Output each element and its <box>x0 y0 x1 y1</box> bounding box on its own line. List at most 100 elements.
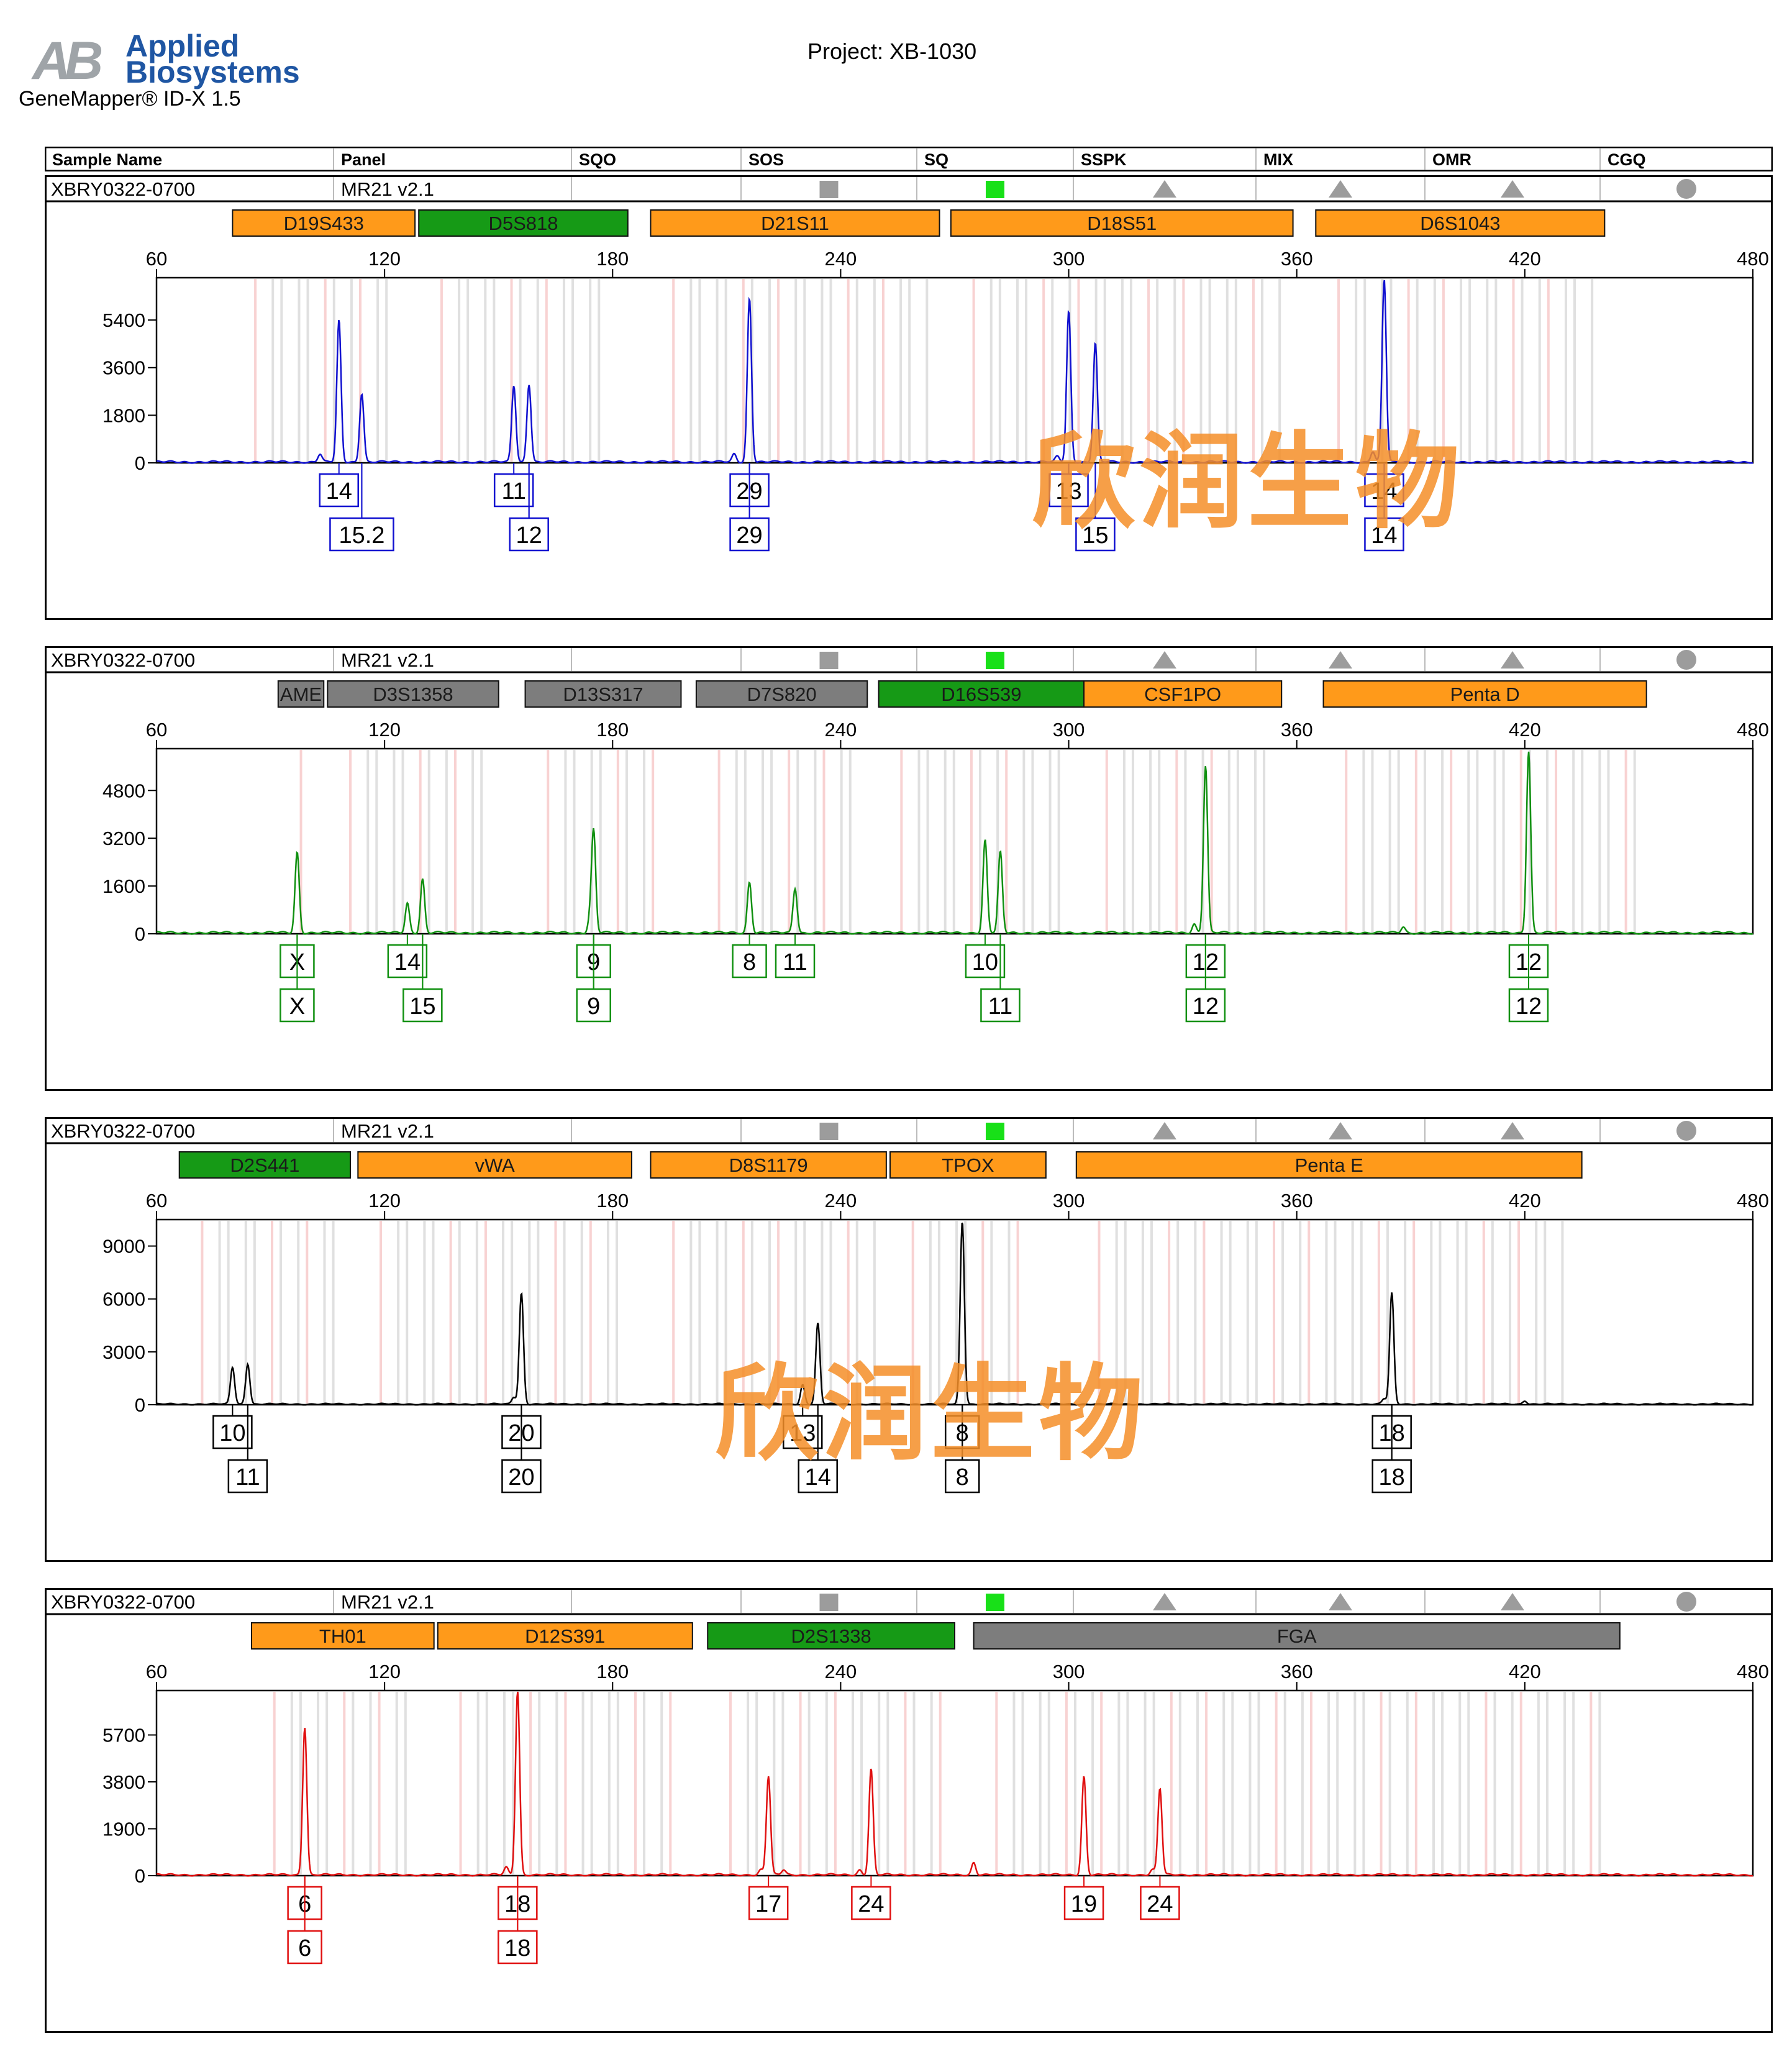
panel-name: MR21 v2.1 <box>341 178 434 200</box>
y-tick-label: 0 <box>135 1394 145 1416</box>
allele-box <box>775 944 816 979</box>
column-header-cgq: CGQ <box>1608 150 1646 169</box>
x-tick-label: 420 <box>1509 248 1541 270</box>
allele-call: 24 <box>1147 1891 1173 1917</box>
allele-box <box>1371 1459 1412 1494</box>
allele-box <box>729 517 770 552</box>
allele-call: 29 <box>736 523 762 549</box>
column-header-bar: Sample Name Panel SQO SOS SQ SSPK MIX OMR CGQ <box>45 147 1773 171</box>
x-tick-label: 120 <box>368 1190 401 1212</box>
x-tick-label: 180 <box>596 1190 629 1212</box>
quality-flag-omr <box>1501 651 1524 669</box>
bin-lines <box>273 1692 1601 1874</box>
marker-bin: D8S1179 <box>650 1151 887 1179</box>
allele-label: 6 <box>287 1876 322 1965</box>
allele-call: 8 <box>956 1464 969 1490</box>
allele-label: 14 <box>387 934 428 979</box>
panel-frame <box>45 1588 1773 2033</box>
sample-name: XBRY0322-0700 <box>51 1591 195 1613</box>
allele-label: 14 <box>798 1405 838 1494</box>
allele-call: 14 <box>1371 523 1397 549</box>
allele-call: 15 <box>1082 523 1108 549</box>
allele-box <box>1508 988 1549 1023</box>
column-header-mix: MIX <box>1263 150 1293 169</box>
column-header-sqo: SQO <box>579 150 616 169</box>
panel-name: MR21 v2.1 <box>341 1120 434 1142</box>
x-tick-label: 240 <box>825 719 857 741</box>
marker-bin-box <box>707 1622 956 1650</box>
x-tick-label: 360 <box>1281 719 1313 741</box>
x-tick-label: 240 <box>825 1190 857 1212</box>
allele-call: 18 <box>1379 1464 1405 1490</box>
chart-svg: XBRY0322-0700 MR21 v2.1 TH01 D12S391 D2S1338… <box>45 1588 1773 2033</box>
quality-flag-omr <box>1501 180 1524 198</box>
chart-svg: XBRY0322-0700 MR21 v2.1 D2S441 vWA D8S1179 TP… <box>45 1117 1773 1562</box>
electropherogram-panel-red: XBRY0322-0700 MR21 v2.1 TH01 D12S391 D2S1338… <box>45 1588 1773 2033</box>
column-header-sspk: SSPK <box>1081 150 1127 169</box>
plot-frame <box>155 276 1754 464</box>
trace-blue <box>157 280 1753 464</box>
marker-bin-box <box>178 1151 352 1179</box>
allele-label: 8 <box>732 934 767 979</box>
project-label: Project: XB-1030 <box>807 39 977 64</box>
allele-box <box>851 1886 891 1920</box>
allele-box <box>1364 517 1404 552</box>
y-tick-label: 3000 <box>102 1341 145 1363</box>
allele-box <box>944 1459 980 1494</box>
marker-bin-box <box>1315 209 1606 237</box>
chart-svg: XBRY0322-0700 MR21 v2.1 AME D3S1358 D13S317 D… <box>45 646 1773 1091</box>
y-tick-label: 5700 <box>102 1725 145 1746</box>
marker-bin-box <box>327 680 499 708</box>
allele-label: 10 <box>212 1405 253 1449</box>
allele-label: 14 <box>1364 463 1404 552</box>
app-name: GeneMapper® ID-X 1.5 <box>19 87 241 111</box>
marker-name: vWA <box>475 1154 515 1176</box>
marker-name: AME <box>280 683 322 705</box>
logo-word-biosystems: Biosystems <box>125 55 300 89</box>
allele-box <box>387 944 428 979</box>
allele-box <box>287 1930 322 1965</box>
y-tick-label: 0 <box>135 923 145 945</box>
marker-bin-box <box>277 680 325 708</box>
marker-bin-box <box>650 209 940 237</box>
allele-call: 13 <box>1055 478 1081 504</box>
column-header-frame <box>45 147 1773 171</box>
allele-label: 15 <box>1075 463 1116 552</box>
x-tick-label: 300 <box>1053 719 1085 741</box>
marker-bin: vWA <box>357 1151 632 1179</box>
allele-label: 29 <box>729 463 770 552</box>
allele-label: 10 <box>965 934 1006 979</box>
marker-bin: TH01 <box>250 1622 435 1650</box>
marker-bin-box <box>250 1622 435 1650</box>
column-header-panel: Panel <box>341 150 386 169</box>
allele-label: 12 <box>509 463 549 552</box>
allele-box <box>1075 517 1116 552</box>
allele-call: 13 <box>789 1420 816 1446</box>
quality-flag-omr <box>1501 1593 1524 1610</box>
y-tick-label: 4800 <box>102 780 145 801</box>
quality-flag-sos <box>819 1594 839 1611</box>
allele-label: 13 <box>1048 463 1089 508</box>
x-tick-label: 360 <box>1281 1190 1313 1212</box>
marker-name: D18S51 <box>1087 212 1157 234</box>
allele-box <box>509 517 549 552</box>
marker-name: D5S818 <box>488 212 558 234</box>
x-tick-label: 300 <box>1053 1190 1085 1212</box>
marker-name: D8S1179 <box>729 1154 808 1176</box>
marker-bin-box <box>695 680 868 708</box>
allele-call: 19 <box>1071 1891 1097 1917</box>
allele-call: X <box>289 993 305 1020</box>
allele-label: 15.2 <box>329 463 394 552</box>
allele-label: 13 <box>782 1405 823 1449</box>
marker-name: TPOX <box>942 1154 994 1176</box>
allele-call: 20 <box>508 1464 534 1490</box>
x-tick-label: 480 <box>1737 719 1769 741</box>
column-header-sq: SQ <box>924 150 948 169</box>
marker-bin: D3S1358 <box>327 680 499 708</box>
allele-label: 12 <box>1508 934 1549 1023</box>
allele-call: 12 <box>1193 993 1219 1020</box>
marker-name: D2S1338 <box>791 1625 871 1647</box>
marker-bin: D6S1043 <box>1315 209 1606 237</box>
allele-label: 19 <box>1063 1876 1104 1920</box>
allele-call: 14 <box>805 1464 831 1490</box>
